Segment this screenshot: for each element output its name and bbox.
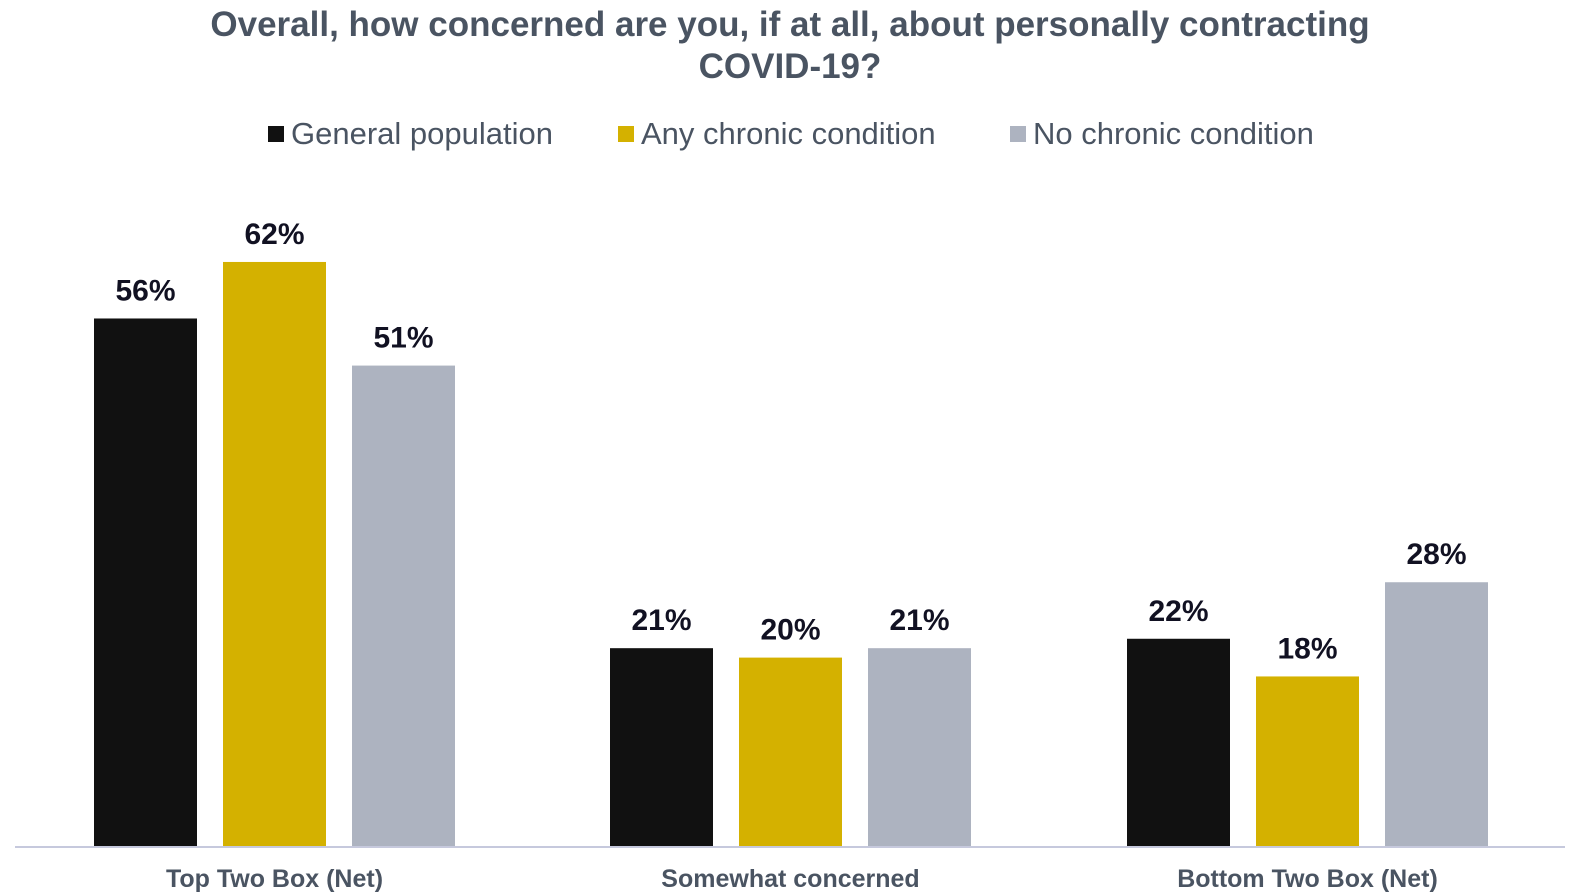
- data-label-general-population-somewhat-concerned: 21%: [631, 604, 691, 637]
- bar-any-chronic-condition-top-two-box-net: [223, 261, 326, 847]
- data-label-no-chronic-condition-top-two-box-net: 51%: [373, 322, 433, 355]
- legend-item-any-chronic-condition: Any chronic condition: [618, 112, 936, 156]
- category-label-somewhat-concerned: Somewhat concerned: [661, 865, 919, 893]
- category-label-bottom-two-box-net: Bottom Two Box (Net): [1177, 865, 1438, 893]
- legend-label-any-chronic-condition: Any chronic condition: [641, 116, 936, 151]
- bar-no-chronic-condition-somewhat-concerned: [868, 648, 971, 846]
- chart-title-line-1: Overall, how concerned are you, if at al…: [210, 5, 1370, 44]
- data-label-general-population-top-two-box-net: 56%: [115, 274, 175, 307]
- bar-group-top-two-box-net: 56% 62% 51%: [94, 218, 455, 847]
- legend-item-no-chronic-condition: No chronic condition: [1010, 112, 1314, 156]
- data-label-any-chronic-condition-top-two-box-net: 62%: [244, 218, 304, 251]
- data-label-any-chronic-condition-bottom-two-box-net: 18%: [1277, 632, 1337, 665]
- chart-title-line-2: COVID-19?: [698, 47, 882, 86]
- bar-group-somewhat-concerned: 21% 20% 21%: [610, 604, 971, 846]
- bar-group-bottom-two-box-net: 22% 18% 28%: [1127, 538, 1488, 846]
- bar-general-population-bottom-two-box-net: [1127, 638, 1230, 846]
- bar-any-chronic-condition-somewhat-concerned: [739, 657, 842, 846]
- data-label-any-chronic-condition-somewhat-concerned: 20%: [760, 614, 820, 647]
- legend-swatch-general-population: [268, 126, 284, 142]
- data-label-no-chronic-condition-bottom-two-box-net: 28%: [1406, 538, 1466, 571]
- legend-label-general-population: General population: [291, 116, 553, 151]
- legend-swatch-no-chronic-condition: [1010, 126, 1026, 142]
- bar-no-chronic-condition-bottom-two-box-net: [1385, 582, 1488, 846]
- chart-title: Overall, how concerned are you, if at al…: [0, 4, 1573, 88]
- bar-general-population-top-two-box-net: [94, 318, 197, 847]
- legend-label-no-chronic-condition: No chronic condition: [1033, 116, 1314, 151]
- data-label-general-population-bottom-two-box-net: 22%: [1148, 595, 1208, 628]
- legend-swatch-any-chronic-condition: [618, 126, 634, 142]
- bar-no-chronic-condition-top-two-box-net: [352, 365, 455, 846]
- data-label-no-chronic-condition-somewhat-concerned: 21%: [889, 604, 949, 637]
- legend-item-general-population: General population: [268, 112, 553, 156]
- bar-any-chronic-condition-bottom-two-box-net: [1256, 676, 1359, 846]
- legend: General population Any chronic condition…: [0, 112, 1573, 156]
- bar-general-population-somewhat-concerned: [610, 648, 713, 846]
- category-label-top-two-box-net: Top Two Box (Net): [166, 865, 383, 893]
